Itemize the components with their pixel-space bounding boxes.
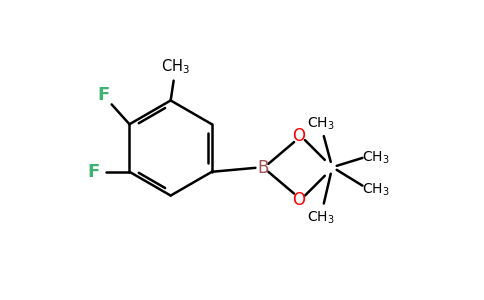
Text: CH$_3$: CH$_3$ [363,182,390,198]
Text: B: B [257,159,269,177]
Text: F: F [98,85,110,103]
Text: O: O [292,127,305,145]
Text: CH$_3$: CH$_3$ [307,209,334,226]
Text: CH$_3$: CH$_3$ [307,116,334,132]
Text: CH$_3$: CH$_3$ [363,150,390,166]
Text: F: F [88,163,100,181]
Text: O: O [292,190,305,208]
Text: CH$_3$: CH$_3$ [161,57,190,76]
